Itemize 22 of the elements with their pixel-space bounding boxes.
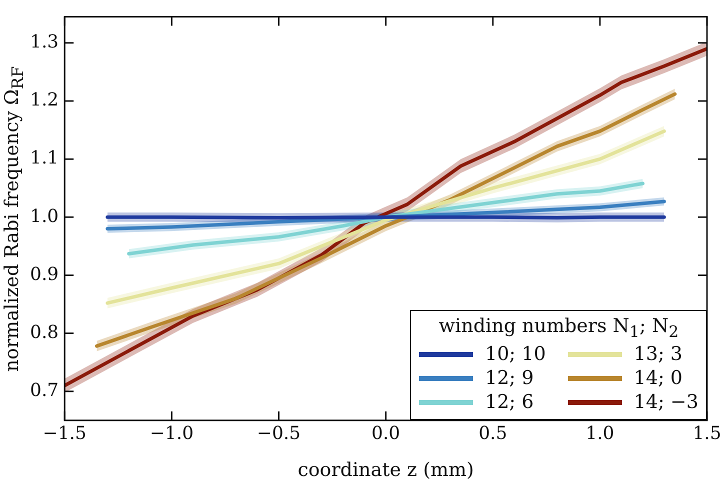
legend-label: 12; 6 xyxy=(485,391,534,414)
y-tick-label: 1.1 xyxy=(30,148,59,169)
x-tick-label: 1.0 xyxy=(586,422,614,444)
y-tick-label: 1.2 xyxy=(30,90,59,111)
legend-title: winding numbers N$_{1}$; N$_{2}$ xyxy=(438,315,680,342)
y-tick-label: 1.0 xyxy=(30,206,59,227)
legend-label: 14; 0 xyxy=(634,367,683,390)
y-tick-label: 0.8 xyxy=(30,322,59,343)
x-tick-label: −1.5 xyxy=(42,422,86,444)
x-axis-title: coordinate z (mm) xyxy=(298,459,474,481)
x-tick-label: −0.5 xyxy=(256,422,301,444)
legend-label: 13; 3 xyxy=(634,343,683,366)
y-tick-label: 0.7 xyxy=(30,380,59,402)
x-tick-label: 0.0 xyxy=(371,422,400,444)
legend-label: 14; −3 xyxy=(634,391,698,414)
y-tick-label: 0.9 xyxy=(30,264,59,285)
y-tick-label: 1.3 xyxy=(30,32,59,53)
legend-label: 10; 10 xyxy=(485,343,546,366)
x-tick-label: −1.0 xyxy=(150,422,194,444)
x-tick-label: 0.5 xyxy=(478,422,508,444)
legend-label: 12; 9 xyxy=(485,367,534,390)
x-tick-label: 1.5 xyxy=(692,422,722,444)
